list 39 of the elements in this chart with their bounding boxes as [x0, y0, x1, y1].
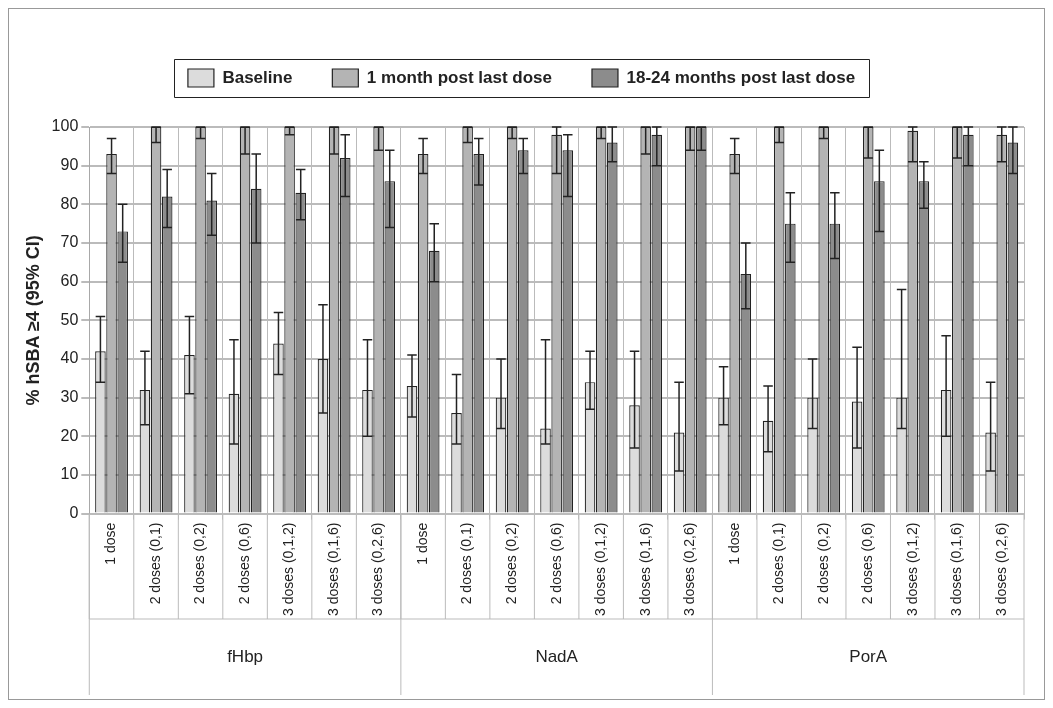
y-tick-label: 10: [60, 465, 79, 483]
x-tick-label: 2 doses (0,2): [503, 522, 519, 605]
x-tick-label: 1 dose: [413, 522, 430, 565]
x-tick-label: 2 doses (0,1): [770, 522, 787, 605]
x-tick-label: 2 doses (0,1): [458, 522, 475, 605]
x-tick-label: 3 doses (0,1,2): [280, 522, 297, 616]
y-tick-label: 70: [60, 233, 79, 251]
x-tick-label: 3 doses (0,1,6): [636, 522, 653, 616]
x-tick-label: 1 dose: [102, 522, 119, 565]
x-tick-label: 3 doses (0,2,6): [992, 522, 1009, 616]
y-tick-label: 40: [60, 349, 79, 367]
y-axis-title: % hSBA ≥4 (95% CI): [22, 235, 43, 406]
y-tick-label: 30: [60, 388, 79, 406]
x-tick-label: 3 doses (0,1,6): [324, 522, 341, 616]
y-tick-label: 20: [60, 426, 79, 444]
legend-label: 18-24 months post last dose: [626, 67, 856, 87]
x-tick-label: 2 doses (0,6): [547, 522, 564, 605]
x-tick-label: 2 doses (0,6): [859, 522, 876, 605]
y-tick-label: 0: [69, 504, 79, 522]
y-tick-label: 90: [60, 156, 79, 174]
x-tick-label: 3 doses (0,1,2): [592, 522, 609, 616]
y-tick-label: 50: [60, 310, 79, 328]
x-tick-label: 2 doses (0,2): [191, 522, 208, 605]
x-tick-label: 2 doses (0,1): [146, 522, 163, 605]
x-tick-label: 2 doses (0,2): [814, 522, 831, 605]
x-tick-label: 1 dose: [725, 522, 742, 565]
y-tick-label: 100: [51, 117, 79, 135]
text: NadA: [535, 646, 579, 666]
x-tick-label: 3 doses (0,2,6): [369, 522, 386, 616]
x-tick-label: 3 doses (0,1,6): [948, 522, 965, 616]
x-tick-label: 3 doses (0,2,6): [681, 522, 698, 616]
legend-label: 1 month post last dose: [366, 67, 552, 87]
x-tick-label: 3 doses (0,1,2): [903, 522, 920, 616]
y-tick-label: 60: [60, 272, 79, 290]
text: fHbp: [227, 646, 264, 666]
x-tick-label: 2 doses (0,6): [235, 522, 252, 605]
text: PorA: [849, 646, 888, 666]
y-tick-label: 80: [60, 194, 79, 212]
legend-label: Baseline: [222, 67, 293, 87]
